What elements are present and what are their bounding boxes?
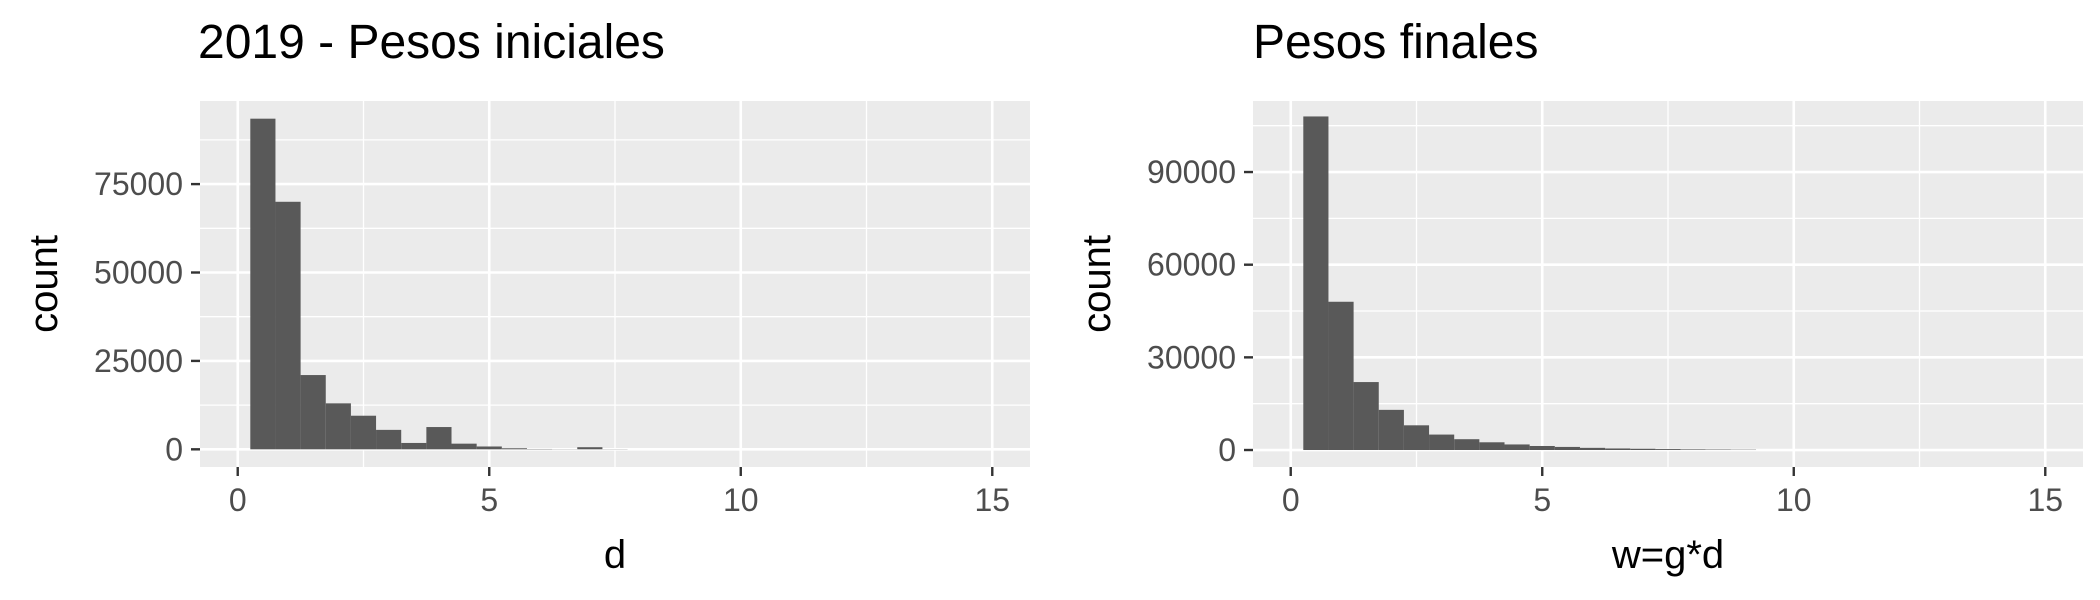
histogram-bar bbox=[577, 447, 603, 450]
y-axis-label: count bbox=[1075, 235, 1119, 333]
histogram-bar bbox=[401, 442, 427, 450]
histogram-bar bbox=[1605, 448, 1631, 451]
histogram-bar bbox=[1630, 448, 1656, 451]
x-tick-label: 10 bbox=[1776, 482, 1812, 518]
histogram-bar bbox=[300, 375, 326, 450]
histogram-bar bbox=[376, 429, 402, 450]
x-axis-label: w=g*d bbox=[1611, 533, 1724, 577]
histogram-bar bbox=[1529, 445, 1555, 451]
y-tick-label: 25000 bbox=[94, 343, 183, 379]
x-tick-label: 15 bbox=[974, 482, 1010, 518]
histogram-bar bbox=[1353, 382, 1379, 451]
histogram-bar bbox=[1504, 444, 1530, 451]
chart-title: 2019 - Pesos iniciales bbox=[198, 16, 665, 69]
y-axis: 0 25000 50000 75000 bbox=[94, 166, 200, 467]
y-axis: 0 30000 60000 90000 bbox=[1147, 154, 1253, 468]
histogram-bar bbox=[426, 427, 452, 450]
histogram-bars bbox=[250, 118, 628, 450]
y-tick-label: 50000 bbox=[94, 255, 183, 291]
y-tick-label: 0 bbox=[165, 431, 183, 467]
x-tick-label: 15 bbox=[2027, 482, 2063, 518]
histogram-bar bbox=[1554, 446, 1580, 451]
histogram-bar bbox=[275, 201, 301, 450]
x-tick-label: 5 bbox=[1533, 482, 1551, 518]
histogram-bar bbox=[1655, 449, 1681, 451]
histogram-bar bbox=[1429, 434, 1455, 451]
histogram-bar bbox=[501, 448, 527, 450]
y-tick-label: 90000 bbox=[1147, 154, 1236, 190]
x-axis: 0 5 10 15 bbox=[1282, 467, 2063, 518]
histogram-bar bbox=[451, 443, 477, 450]
y-tick-label: 60000 bbox=[1147, 247, 1236, 283]
histogram-bar bbox=[1328, 301, 1354, 451]
y-tick-label: 0 bbox=[1218, 432, 1236, 468]
histogram-bar bbox=[1403, 425, 1430, 451]
x-axis-label: d bbox=[604, 533, 626, 577]
y-tick-label: 75000 bbox=[94, 166, 183, 202]
histogram-bars bbox=[1303, 116, 1757, 451]
histogram-bar bbox=[1680, 449, 1706, 451]
histogram-bar bbox=[1479, 442, 1505, 451]
x-tick-label: 0 bbox=[1282, 482, 1300, 518]
chart-title: Pesos finales bbox=[1253, 16, 1539, 69]
histogram-bar bbox=[1303, 116, 1329, 451]
histogram-final-weights: Pesos finales 0 30000 60000 90000 0 5 10 15 w=… bbox=[1075, 16, 2083, 577]
x-axis: 0 5 10 15 bbox=[229, 467, 1010, 518]
y-tick-label: 30000 bbox=[1147, 339, 1236, 375]
histogram-bar bbox=[250, 118, 276, 450]
gridlines bbox=[1253, 101, 2083, 467]
histogram-initial-weights: 2019 - Pesos iniciales 0250005000075000 … bbox=[22, 16, 1030, 577]
histogram-bar bbox=[325, 403, 351, 450]
y-axis-label: count bbox=[22, 235, 66, 333]
x-tick-label: 10 bbox=[723, 482, 759, 518]
x-tick-label: 0 bbox=[229, 482, 247, 518]
histogram-bar bbox=[476, 446, 502, 450]
histogram-bar bbox=[350, 415, 377, 450]
x-tick-label: 5 bbox=[480, 482, 498, 518]
histogram-bar bbox=[1579, 447, 1606, 451]
histogram-bar bbox=[1378, 409, 1404, 451]
histogram-bar bbox=[1454, 439, 1480, 451]
gridlines bbox=[200, 101, 1030, 467]
